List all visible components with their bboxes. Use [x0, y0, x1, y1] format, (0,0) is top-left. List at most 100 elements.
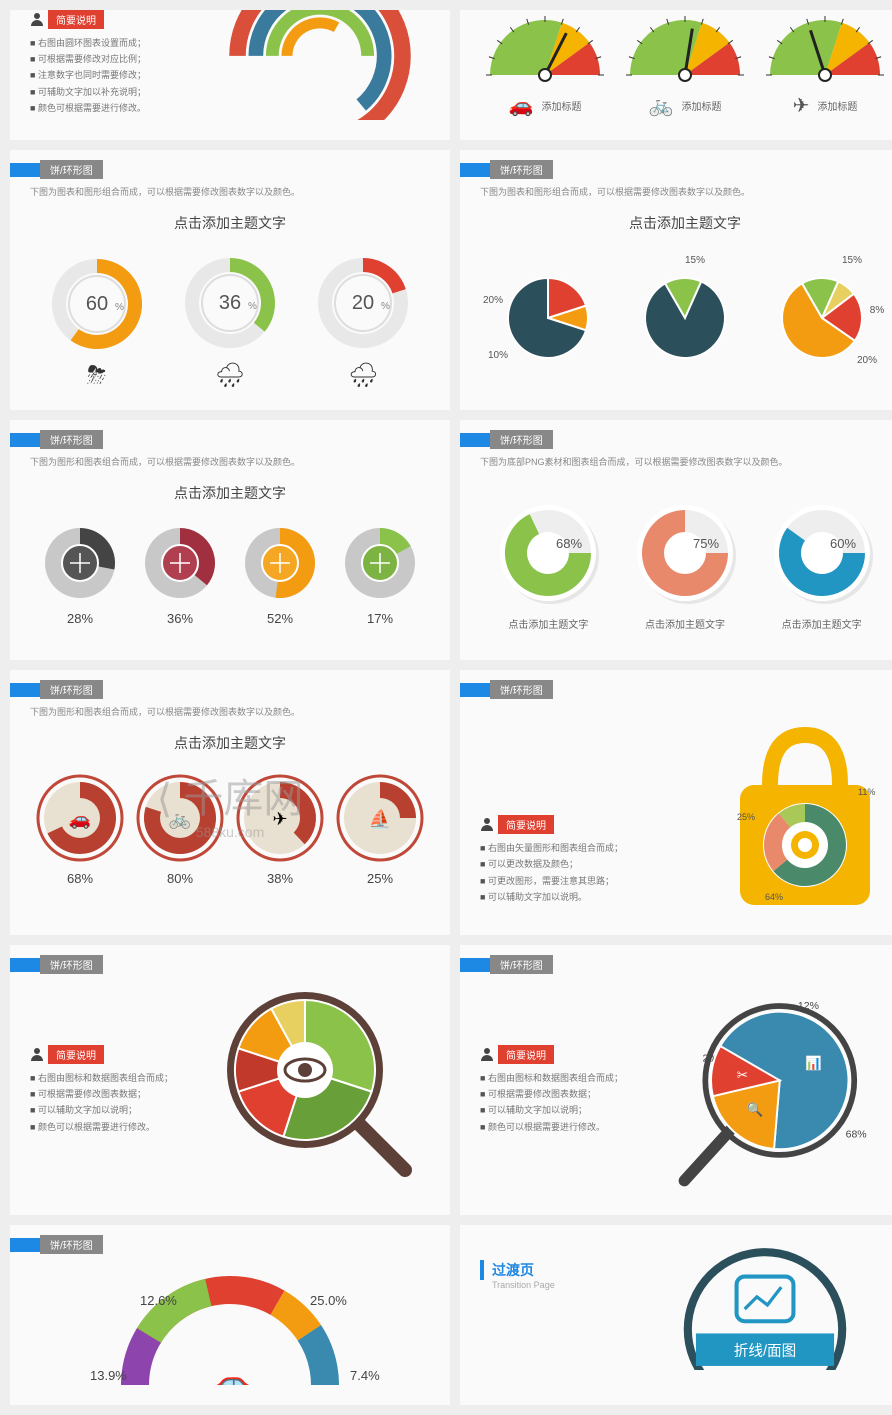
- desc: 下图为图形和图表组合而成，可以根据需要修改图表数字以及颜色。: [30, 705, 430, 718]
- tag: 饼/环形图: [40, 430, 103, 449]
- badge: 简要说明: [48, 1045, 104, 1064]
- tag: 饼/环形图: [490, 680, 553, 699]
- svg-text:20%: 20%: [483, 295, 503, 306]
- svg-text:📊: 📊: [805, 1055, 822, 1071]
- svg-text:15%: 15%: [685, 255, 705, 266]
- pct-label: 38%: [267, 871, 293, 886]
- badge: 简要说明: [48, 10, 104, 29]
- tag: 饼/环形图: [490, 955, 553, 974]
- transition-graphic: 折线/面图: [640, 1240, 890, 1370]
- svg-text:8%: 8%: [869, 305, 884, 316]
- svg-text:⛵: ⛵: [369, 808, 391, 829]
- sub-label: 点击添加主题文字: [782, 616, 862, 631]
- sub-label: 点击添加主题文字: [645, 616, 725, 631]
- person-icon: [30, 13, 44, 27]
- title: 点击添加主题文字: [30, 733, 430, 753]
- concentric-arcs: [220, 10, 420, 120]
- slide-grid: 简要说明 右图由圆环图表设置而成；可根据需要修改对应比例；注意数字也同时需要修改…: [0, 0, 892, 1415]
- svg-text:25.0%: 25.0%: [310, 1293, 347, 1308]
- svg-text:12%: 12%: [798, 1000, 819, 1012]
- svg-text:36: 36: [219, 292, 241, 314]
- card-arcs: 简要说明 右图由圆环图表设置而成；可根据需要修改对应比例；注意数字也同时需要修改…: [10, 10, 450, 140]
- pct-label: 52%: [267, 611, 293, 626]
- bullets-mag2: 右图由图标和数据图表组合而成；可根据需要修改图表数据；可以辅助文字加以说明；颜色…: [480, 1070, 650, 1135]
- card-shadow: 饼/环形图 下图为底部PNG素材和图表组合而成，可以根据需要修改图表数字以及颜色…: [460, 420, 892, 660]
- svg-text:%: %: [381, 301, 390, 312]
- svg-text:25%: 25%: [737, 812, 755, 822]
- svg-text:✈: ✈: [272, 809, 287, 829]
- svg-text:折线/面图: 折线/面图: [734, 1342, 797, 1359]
- svg-text:64%: 64%: [765, 892, 783, 902]
- svg-text:%: %: [248, 301, 257, 312]
- card-gauges: 🚗 添加标题 🚲 添加标题 ✈ 添加标题: [460, 10, 892, 140]
- pct-label: 80%: [167, 871, 193, 886]
- bullets-lock: 右图由矢量图形和图表组合而成；可以更改数据及颜色；可更改图形，需要注意其思路；可…: [480, 840, 700, 905]
- gauge-label: 添加标题: [541, 98, 581, 113]
- person-icon: [480, 818, 494, 832]
- rain-icon: 🌧: [215, 361, 245, 390]
- big-donut: 🚗 12.6% 25.0% 13.9% 7.4%: [30, 1255, 430, 1385]
- card-sports: 饼/环形图 下图为图形和图表组合而成，可以根据需要修改图表数字以及颜色。 点击添…: [10, 420, 450, 660]
- svg-text:7.4%: 7.4%: [350, 1368, 380, 1383]
- magnifier-eye: [210, 985, 430, 1185]
- bullets-arcs: 右图由圆环图表设置而成；可根据需要修改对应比例；注意数字也同时需要修改；可辅助文…: [30, 35, 210, 116]
- svg-text:10%: 10%: [488, 350, 508, 361]
- svg-text:13.9%: 13.9%: [90, 1368, 127, 1383]
- bike-icon: 🚲: [649, 93, 674, 118]
- card-lock: 饼/环形图 简要说明 右图由矢量图形和图表组合而成；可以更改数据及颜色；可更改图…: [460, 670, 892, 935]
- pct-label: 28%: [67, 611, 93, 626]
- svg-text:🚲: 🚲: [169, 809, 191, 829]
- svg-text:🚗: 🚗: [69, 809, 91, 829]
- storm-icon: ⛈: [87, 362, 106, 390]
- gauge-label: 添加标题: [681, 98, 721, 113]
- lock-chart: 11% 25% 64%: [720, 715, 890, 915]
- gauge-label: 添加标题: [817, 98, 857, 113]
- badge: 简要说明: [498, 1045, 554, 1064]
- card-pies3: 饼/环形图 下图为图表和图形组合而成，可以根据需要修改图表数字以及颜色。 点击添…: [460, 150, 892, 410]
- title: 点击添加主题文字: [30, 213, 430, 233]
- title: 点击添加主题文字: [480, 213, 890, 233]
- svg-text:75%: 75%: [693, 536, 719, 551]
- svg-text:🚗: 🚗: [208, 1362, 253, 1385]
- svg-text:11%: 11%: [858, 787, 875, 797]
- svg-text:12.6%: 12.6%: [140, 1293, 177, 1308]
- card-mag-eye: 饼/环形图 简要说明 右图由图标和数据图表组合而成；可根据需要修改图表数据；可以…: [10, 945, 450, 1215]
- heavy-rain-icon: 🌧: [348, 361, 378, 390]
- bullets-mag1: 右图由图标和数据图表组合而成；可根据需要修改图表数据；可以辅助文字加以说明；颜色…: [30, 1070, 200, 1135]
- svg-text:🔍: 🔍: [747, 1101, 764, 1117]
- car-icon: 🚗: [509, 93, 534, 118]
- card-mag-pie: 饼/环形图 简要说明 右图由图标和数据图表组合而成；可根据需要修改图表数据；可以…: [460, 945, 892, 1215]
- plane-icon: ✈: [793, 93, 810, 118]
- svg-text:%: %: [115, 302, 124, 313]
- svg-text:20: 20: [352, 292, 374, 314]
- card-transport: 饼/环形图 下图为图形和图表组合而成，可以根据需要修改图表数字以及颜色。 点击添…: [10, 670, 450, 935]
- tag: 饼/环形图: [490, 160, 553, 179]
- desc: 下图为图表和图形组合而成，可以根据需要修改图表数字以及颜色。: [480, 185, 890, 198]
- svg-text:60%: 60%: [830, 536, 856, 551]
- svg-text:68%: 68%: [846, 1129, 867, 1141]
- pct-label: 36%: [167, 611, 193, 626]
- svg-text:20%: 20%: [857, 355, 877, 366]
- card-transition: 过渡页 Transition Page 折线/面图: [460, 1225, 892, 1405]
- card-rings3: 饼/环形图 下图为图表和图形组合而成，可以根据需要修改图表数字以及颜色。 点击添…: [10, 150, 450, 410]
- tag: 饼/环形图: [40, 955, 103, 974]
- desc: 下图为图表和图形组合而成，可以根据需要修改图表数字以及颜色。: [30, 185, 430, 198]
- tag: 饼/环形图: [40, 160, 103, 179]
- svg-text:15%: 15%: [842, 255, 862, 266]
- magnifier-pie: 68%📊20%🔍12%✂: [660, 985, 890, 1195]
- title: 点击添加主题文字: [30, 483, 430, 503]
- person-icon: [480, 1048, 494, 1062]
- sub-label: 点击添加主题文字: [508, 616, 588, 631]
- svg-text:60: 60: [86, 293, 108, 315]
- pct-label: 25%: [367, 871, 393, 886]
- svg-text:✂: ✂: [737, 1068, 748, 1083]
- tag: 饼/环形图: [40, 680, 103, 699]
- desc: 下图为底部PNG素材和图表组合而成，可以根据需要修改图表数字以及颜色。: [480, 455, 890, 468]
- badge: 简要说明: [498, 815, 554, 834]
- person-icon: [30, 1048, 44, 1062]
- tag: 饼/环形图: [40, 1235, 103, 1254]
- pct-label: 68%: [67, 871, 93, 886]
- card-bigdonut: 饼/环形图 🚗 12.6% 25.0% 13.9% 7.4%: [10, 1225, 450, 1405]
- pct-label: 17%: [367, 611, 393, 626]
- tag: 饼/环形图: [490, 430, 553, 449]
